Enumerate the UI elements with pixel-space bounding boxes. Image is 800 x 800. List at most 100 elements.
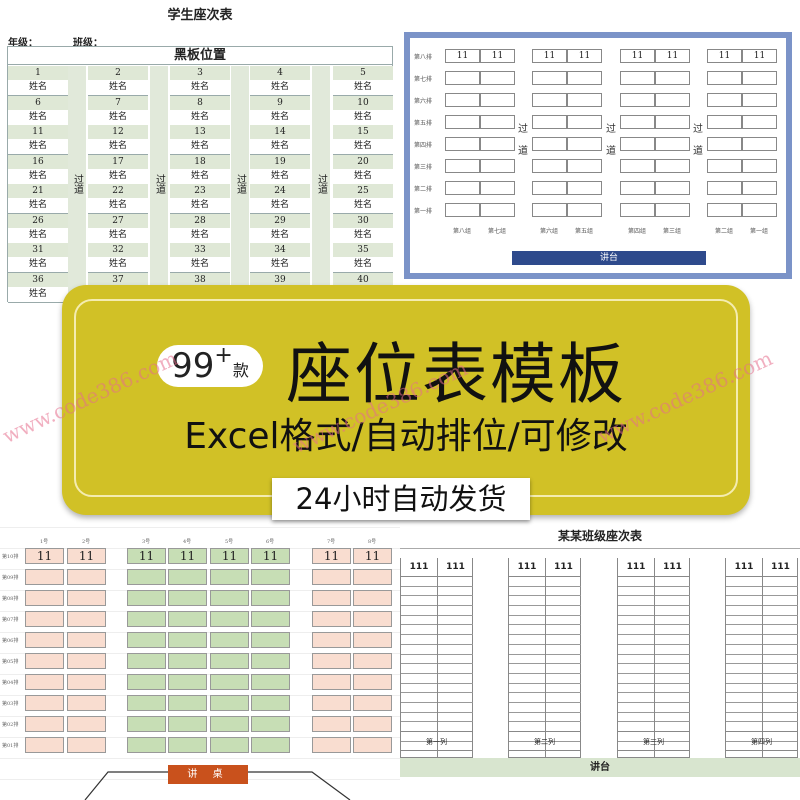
seat-number: 28 — [170, 213, 230, 228]
seat: 3 姓名 — [170, 66, 230, 96]
seat-name: 姓名 — [170, 168, 230, 184]
seat-cell — [168, 674, 207, 690]
seat: 12 姓名 — [88, 125, 148, 155]
seat-name: 姓名 — [333, 227, 393, 243]
seat-cell — [567, 115, 602, 129]
seat-cell — [480, 159, 515, 173]
seat-cell — [532, 115, 567, 129]
seat-cell — [353, 653, 392, 669]
seat-cell — [25, 695, 64, 711]
seat-cell — [353, 611, 392, 627]
seat-cell — [655, 181, 690, 195]
seat-row — [438, 674, 473, 684]
header-cell: 111 — [546, 558, 581, 577]
class-label: 班级： — [73, 38, 103, 49]
seat-row — [546, 684, 581, 694]
seat-cell — [655, 137, 690, 151]
seat-cell — [353, 737, 392, 753]
seat-cell — [168, 653, 207, 669]
seat-row — [438, 732, 473, 742]
column-header: 8号 — [368, 539, 377, 545]
seat-row — [509, 577, 545, 587]
seat-row — [655, 587, 690, 597]
seat-row — [546, 674, 581, 684]
seat-cell: 11 — [742, 49, 777, 63]
seat-cell — [127, 611, 166, 627]
seat-row — [655, 577, 690, 587]
seat-row — [401, 577, 437, 587]
seat: 4 姓名 — [250, 66, 310, 96]
seat-cell — [353, 590, 392, 606]
seat-name: 姓名 — [250, 227, 310, 243]
seat-row — [726, 587, 762, 597]
seat-row — [763, 693, 798, 703]
seat-number: 19 — [250, 154, 310, 169]
seat-cell — [567, 159, 602, 173]
seat-cell — [655, 159, 690, 173]
row-label: 第09排 — [2, 575, 19, 581]
row-label: 第05排 — [2, 659, 19, 665]
seat: 6 姓名 — [8, 95, 68, 126]
seat-name: 姓名 — [333, 168, 393, 184]
column-label: 第二列 — [508, 731, 581, 751]
class-seating-sheet: 某某班级座次表 111 111 第一列 111 111 第二列 111 111 第三列 111 11… — [400, 527, 800, 800]
seat-name: 姓名 — [8, 198, 68, 213]
plus: + — [214, 343, 233, 368]
seat-cell — [567, 137, 602, 151]
seat-column: 111 — [762, 558, 798, 757]
seat-cell — [567, 93, 602, 107]
seat-number: 15 — [333, 125, 393, 139]
seat-row — [763, 732, 798, 742]
seat-cell — [251, 674, 290, 690]
seat-row — [726, 703, 762, 713]
seat: 1 姓名 — [8, 66, 68, 96]
seat: 26 姓名 — [8, 213, 68, 244]
seat-row — [401, 606, 437, 616]
seat-cell — [251, 737, 290, 753]
seat-cell — [251, 695, 290, 711]
seat-group: 111 111 — [617, 558, 690, 758]
seat-row — [763, 713, 798, 723]
seat-cell — [620, 203, 655, 217]
blackboard-header: 黑板位置 — [7, 46, 393, 65]
seat-row — [726, 577, 762, 587]
seat-column: 111 — [545, 558, 581, 757]
seat-cell: 11 — [655, 49, 690, 63]
seat-column: 111 — [726, 558, 762, 757]
row-label: 第七排 — [414, 76, 433, 83]
seat-name: 姓名 — [88, 168, 148, 184]
seat-row — [655, 596, 690, 607]
seat-number: 23 — [170, 184, 230, 198]
group-label: 第三组 — [663, 228, 682, 235]
seat-row — [763, 674, 798, 684]
row-label: 第03排 — [2, 701, 19, 707]
seat-cell — [25, 674, 64, 690]
column-header: 5号 — [225, 539, 234, 545]
seat-cell — [620, 71, 655, 85]
seat: 10 姓名 — [333, 95, 393, 126]
seat-row — [726, 635, 762, 645]
seat-cell — [67, 695, 106, 711]
seat-row — [401, 645, 437, 655]
seat: 35 姓名 — [333, 243, 393, 273]
seat-cell — [707, 159, 742, 173]
seat-cell — [312, 653, 351, 669]
row-label: 第二排 — [414, 186, 433, 193]
seat-row — [655, 645, 690, 655]
blue-framed-seating-sheet: 讲台 第八排 11 11 11 11 11 11 11 11 第七排 第六排 第五排 第四排 第三排 第二排… — [404, 32, 792, 279]
seat-row — [655, 625, 690, 636]
seat-row — [726, 664, 762, 674]
header-cell: 111 — [438, 558, 473, 577]
banner-subtitle: Excel格式/自动排位/可修改 — [184, 416, 628, 457]
seat-cell — [67, 674, 106, 690]
seat: 21 姓名 — [8, 184, 68, 214]
seat-row — [401, 655, 437, 665]
seat-cell — [445, 71, 480, 85]
seat: 31 姓名 — [8, 243, 68, 273]
seat-row — [726, 625, 762, 636]
seat-number: 12 — [88, 125, 148, 139]
count: 99 — [171, 346, 215, 386]
seat-number: 17 — [88, 154, 148, 169]
seat-row — [401, 732, 437, 742]
seat-row — [401, 713, 437, 723]
